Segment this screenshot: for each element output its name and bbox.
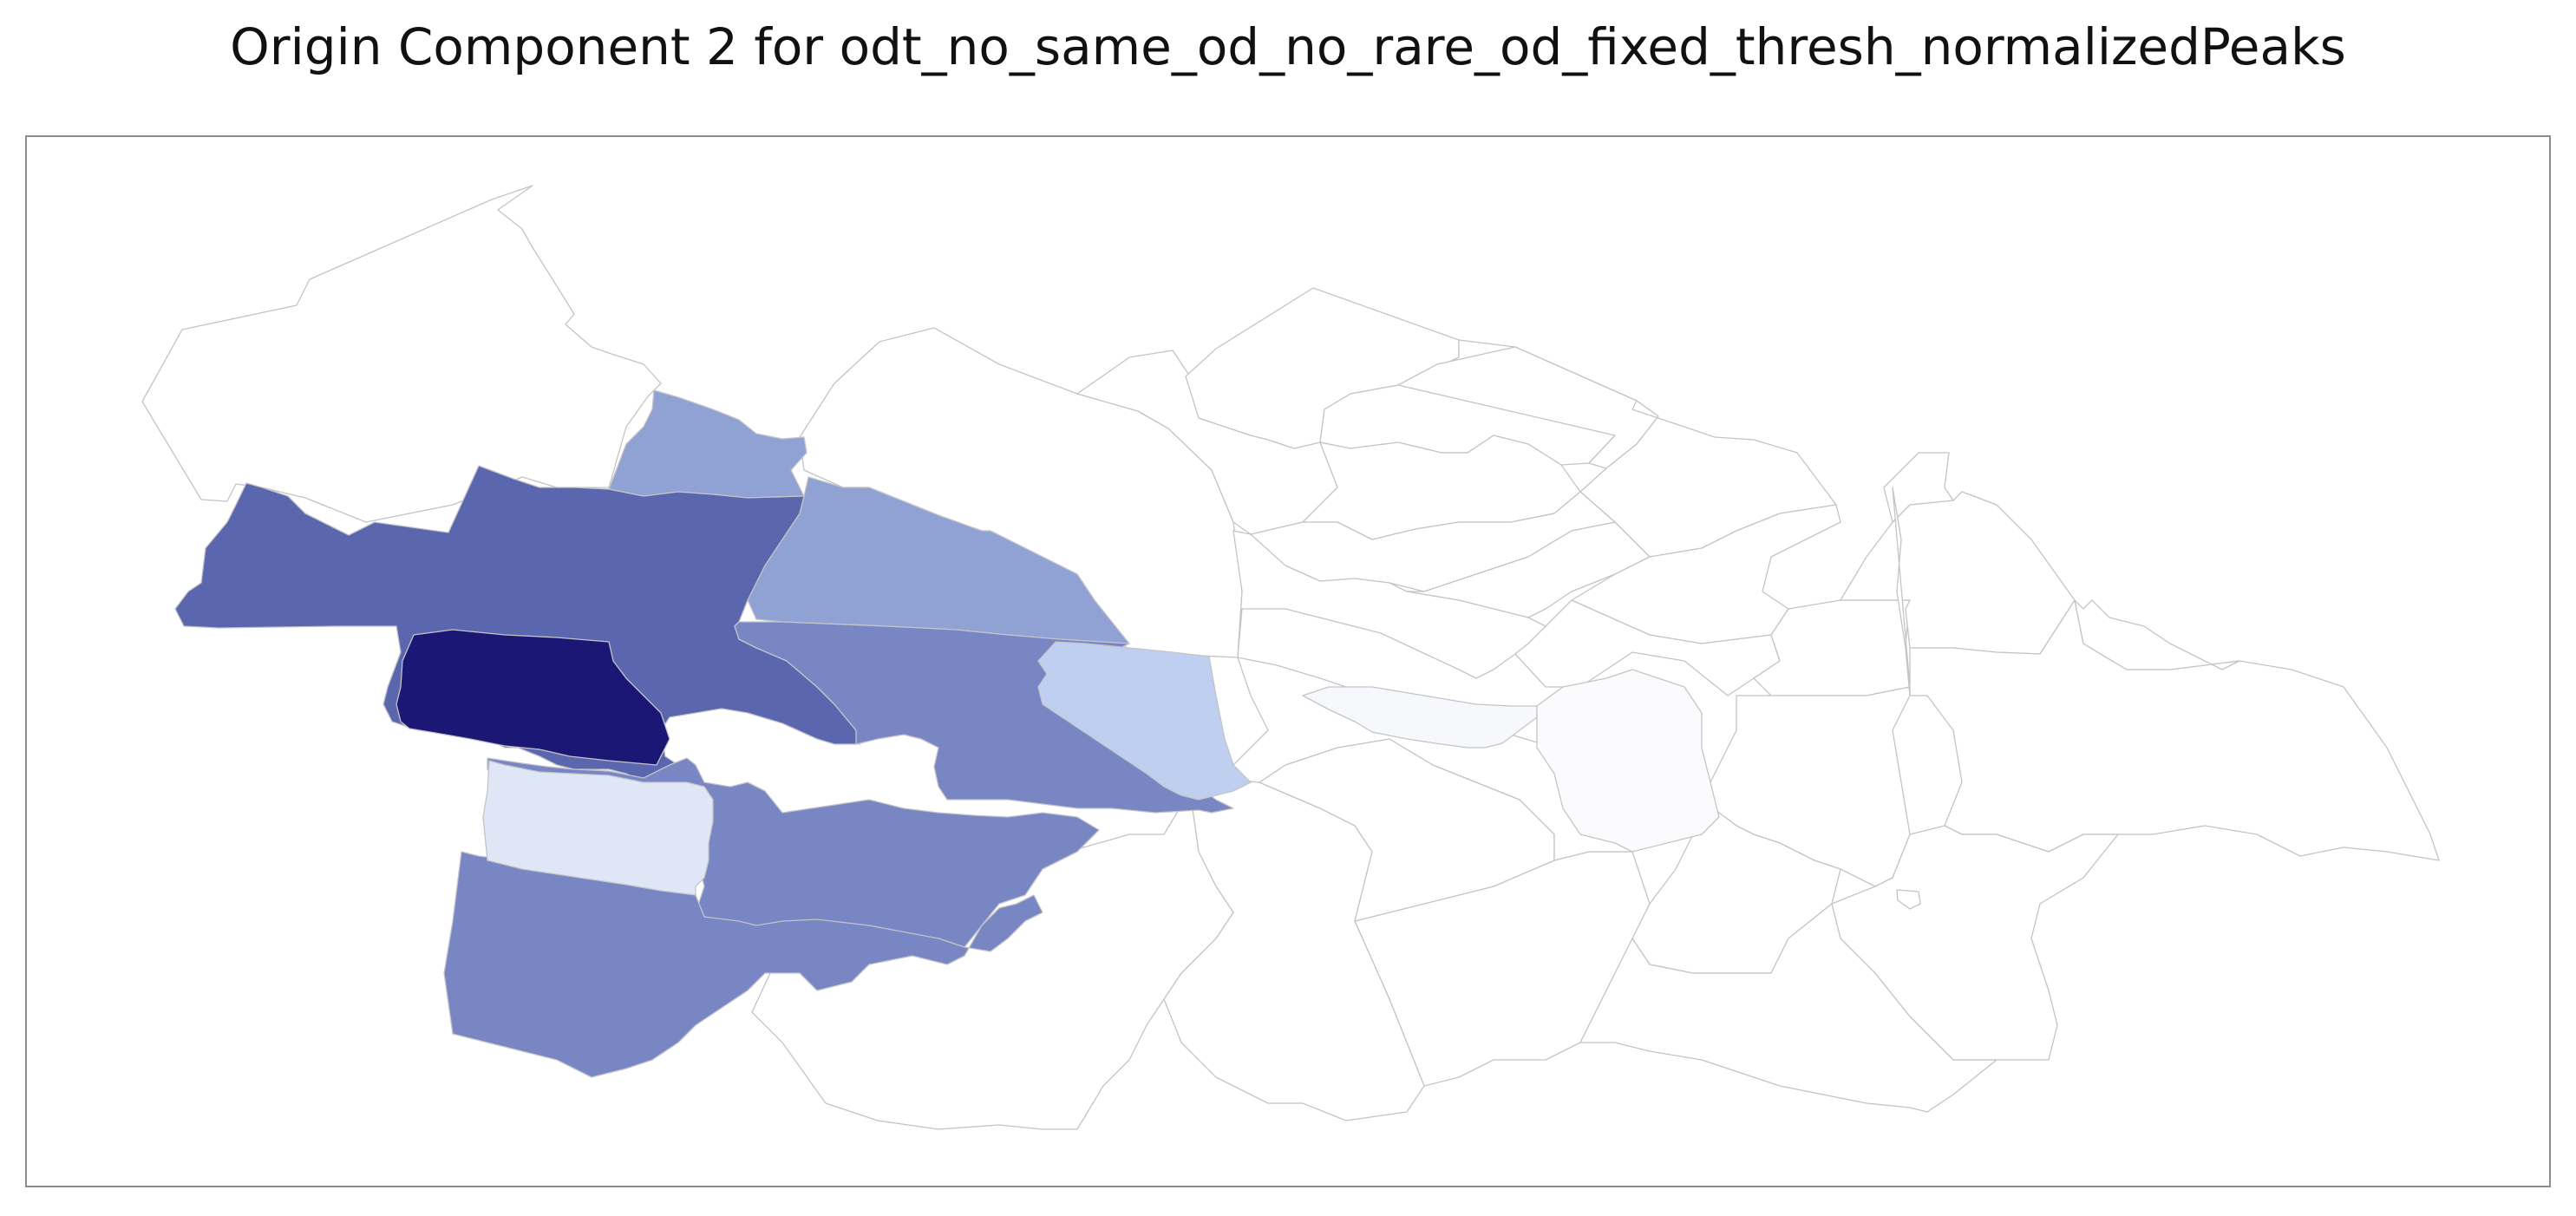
region-west-core — [396, 629, 670, 766]
map-title: Origin Component 2 for odt_no_same_od_no… — [230, 17, 2346, 76]
choropleth-map — [141, 185, 2440, 1130]
region-east-center-faint — [1536, 669, 1720, 853]
region-east-islet — [1896, 889, 1921, 910]
map-frame — [25, 135, 2551, 1187]
region-central-east-edge — [1037, 641, 1252, 801]
region-northwest-outer — [141, 185, 662, 523]
region-east-b — [1831, 825, 2119, 1061]
region-south-west-light — [482, 760, 714, 896]
region-center-a — [1232, 530, 1546, 679]
region-south-west-lower — [443, 851, 1043, 1078]
region-west-large — [174, 465, 861, 783]
region-center-b — [1514, 599, 1781, 696]
region-far-east — [2074, 599, 2240, 670]
region-east-strip — [1302, 686, 1538, 749]
empty-districts — [141, 185, 2440, 1130]
region-south-east — [1579, 903, 1997, 1113]
region-center-e — [1883, 452, 1954, 523]
